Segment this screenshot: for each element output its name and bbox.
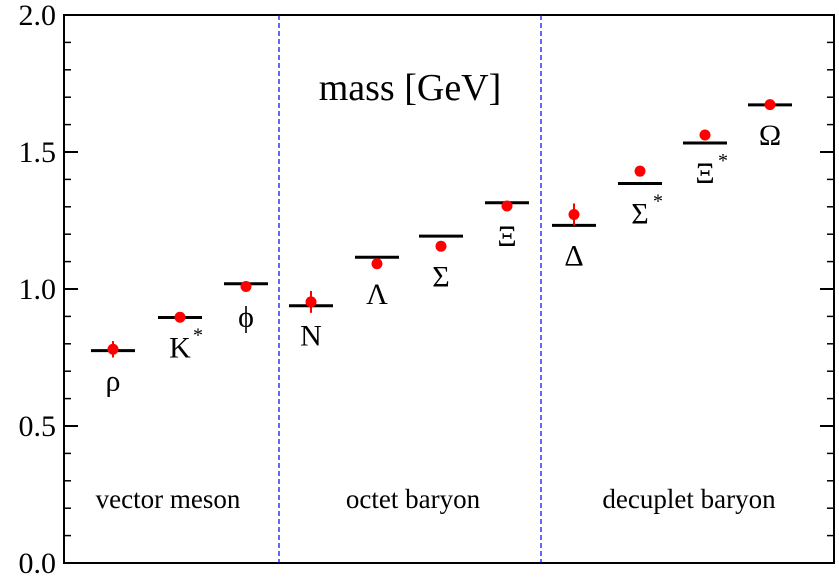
- y-axis: 0.0 0.5 1.0 1.5 2.0: [19, 0, 834, 578]
- data-marks: [91, 99, 792, 358]
- group-label: octet baryon: [346, 484, 481, 514]
- particle-label-superscript: *: [718, 150, 728, 172]
- group-label: vector meson: [96, 484, 241, 514]
- lattice-point: [371, 258, 383, 270]
- particle-label: K: [169, 331, 191, 364]
- group-dividers: [278, 15, 542, 563]
- lattice-point: [501, 200, 513, 212]
- group-labels: vector meson octet baryon decuplet baryon: [96, 484, 776, 514]
- y-tick-label: 0.0: [19, 547, 57, 578]
- lattice-point: [240, 281, 252, 293]
- particle-label: Ξ: [695, 157, 714, 190]
- chart-title: mass [GeV]: [319, 67, 502, 109]
- y-tick-label: 1.5: [19, 136, 57, 169]
- particle-label: N: [300, 320, 322, 353]
- y-tick-label: 2.0: [19, 0, 57, 32]
- particle-label: ϕ: [238, 301, 254, 334]
- particle-label-superscript: *: [193, 324, 203, 346]
- lattice-point: [699, 129, 711, 141]
- lattice-point: [305, 296, 317, 308]
- y-tick-label: 1.0: [19, 273, 57, 306]
- particle-label: Δ: [564, 239, 583, 272]
- particle-label: Λ: [366, 278, 388, 311]
- group-label: decuplet baryon: [602, 484, 776, 514]
- particle-label: Ω: [759, 119, 781, 152]
- particle-label: Σ: [432, 260, 449, 293]
- lattice-point: [568, 208, 580, 220]
- y-tick-label: 0.5: [19, 410, 57, 443]
- lattice-point: [764, 99, 776, 111]
- particle-label: Ξ: [497, 220, 516, 253]
- lattice-point: [174, 311, 186, 323]
- particle-label: Σ: [631, 198, 648, 231]
- lattice-point: [107, 343, 119, 355]
- lattice-point: [634, 165, 646, 177]
- particle-label: ρ: [106, 365, 121, 398]
- particle-label-superscript: *: [653, 191, 663, 213]
- lattice-point: [435, 240, 447, 252]
